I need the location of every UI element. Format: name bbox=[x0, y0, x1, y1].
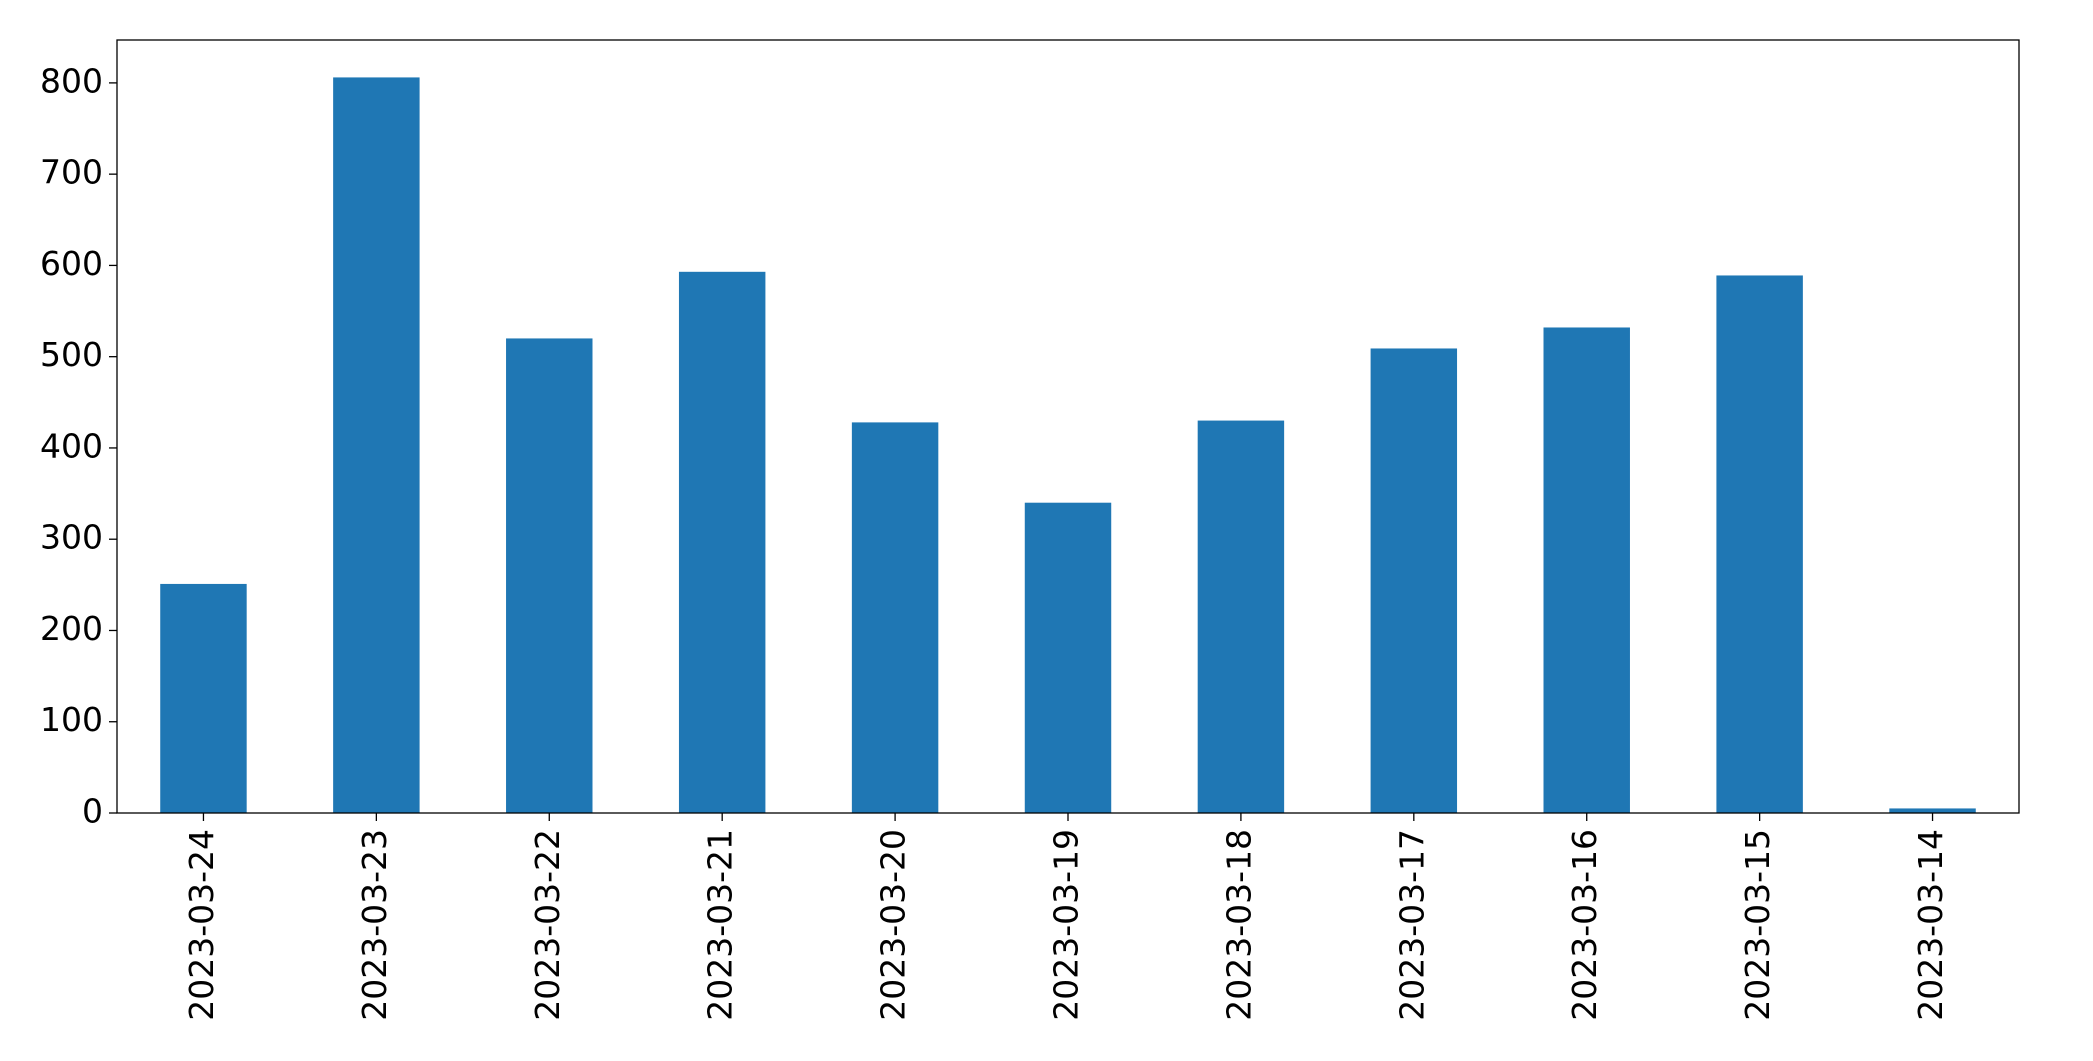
y-tick-label: 500 bbox=[40, 335, 103, 374]
y-tick-label: 100 bbox=[40, 700, 103, 739]
y-tick-label: 0 bbox=[82, 792, 103, 831]
x-tick-label: 2023-03-16 bbox=[1565, 829, 1604, 1021]
x-tick-label: 2023-03-18 bbox=[1219, 829, 1258, 1021]
y-tick-label: 400 bbox=[40, 426, 103, 465]
y-tick-label: 600 bbox=[40, 244, 103, 283]
plot-frame bbox=[116, 39, 2020, 814]
x-tick-label: 2023-03-15 bbox=[1738, 829, 1777, 1021]
bars-group bbox=[160, 77, 1976, 814]
bar-2023-03-22 bbox=[506, 338, 593, 813]
x-tick-label: 2023-03-19 bbox=[1047, 829, 1086, 1021]
bar-2023-03-18 bbox=[1197, 420, 1285, 813]
bar-2023-03-24 bbox=[160, 583, 247, 813]
bar-2023-03-23 bbox=[333, 77, 420, 813]
x-tick-label: 2023-03-24 bbox=[182, 829, 221, 1021]
y-tick-label: 300 bbox=[40, 518, 103, 557]
x-tick-label: 2023-03-21 bbox=[701, 829, 740, 1021]
bar-2023-03-15 bbox=[1716, 275, 1803, 814]
y-tick-label: 700 bbox=[40, 153, 103, 192]
x-tick-label: 2023-03-22 bbox=[528, 829, 567, 1021]
x-axis: 2023-03-24 2023-03-23 2023-03-22 2023-03-21… bbox=[182, 813, 1950, 1021]
bar-2023-03-16 bbox=[1543, 327, 1630, 813]
x-tick-label: 2023-03-23 bbox=[355, 829, 394, 1021]
y-axis: 0 100 200 300 400 500 600 700 800 bbox=[40, 61, 117, 831]
bar-2023-03-14 bbox=[1889, 808, 1976, 813]
bar-2023-03-17 bbox=[1370, 348, 1458, 813]
bar-2023-03-20 bbox=[851, 422, 939, 813]
x-tick-label: 2023-03-17 bbox=[1392, 829, 1431, 1021]
bar-2023-03-19 bbox=[1024, 502, 1112, 813]
y-tick-label: 800 bbox=[40, 61, 103, 100]
x-tick-label: 2023-03-14 bbox=[1911, 829, 1950, 1021]
y-tick-label: 200 bbox=[40, 609, 103, 648]
bar-2023-03-21 bbox=[678, 271, 766, 814]
x-tick-label: 2023-03-20 bbox=[874, 829, 913, 1021]
